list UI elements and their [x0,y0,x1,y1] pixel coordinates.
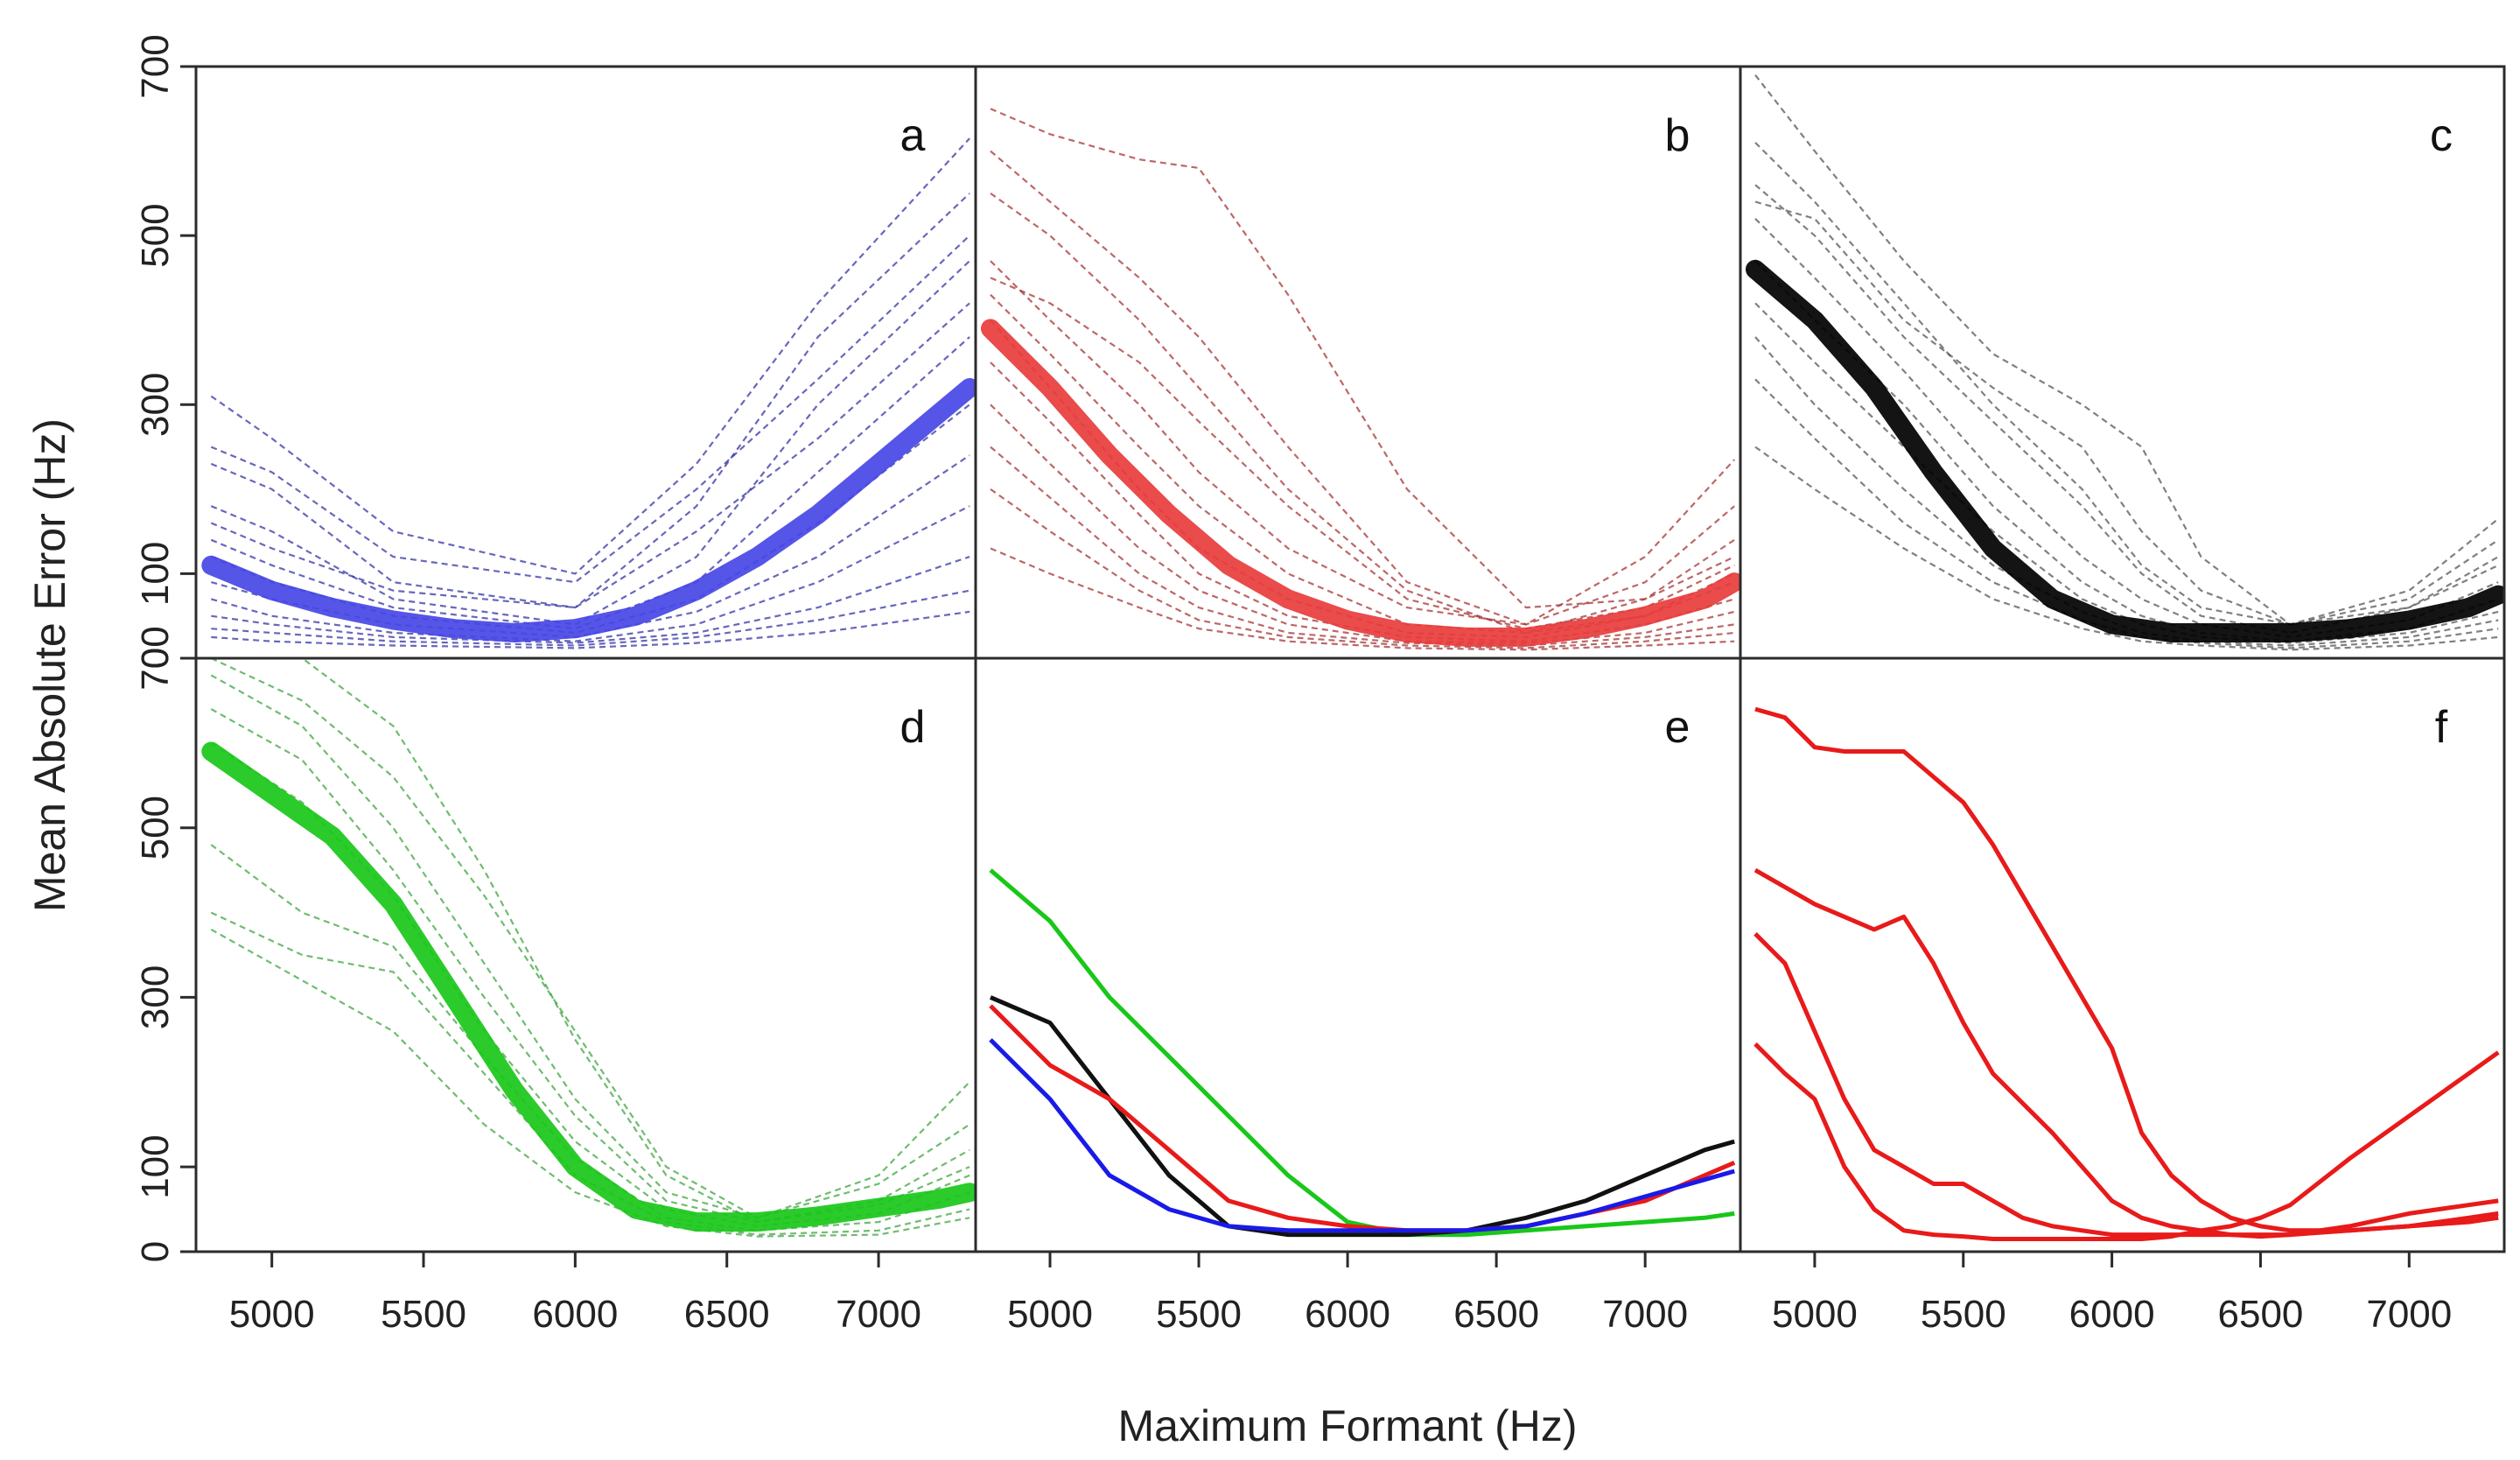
x-tick-label: 5000 [229,1293,315,1336]
panel-c-subject-line-6 [1754,302,2499,644]
x-tick-label: 5000 [1772,1293,1858,1336]
panel-c-subject-line-9 [1754,446,2499,651]
panel-a-subject-line-3 [210,260,970,626]
panel-f-line-4 [1754,1042,2500,1241]
y-tick-label: 0 [134,1241,177,1262]
y-tick-label: 500 [134,203,177,267]
x-tick-label: 6500 [684,1293,770,1336]
panel-e-line-3 [989,1004,1736,1233]
y-tick-label: 300 [134,965,177,1029]
panel-c-subject-line-10 [1754,200,2499,626]
panel-b-mean-line [981,319,1740,647]
panel-c-subject-line-4 [1754,218,2499,639]
panel-c-subject-line-5 [1754,260,2499,642]
panel-c-plot-area [1746,74,2504,651]
panel-d-mean-line [201,741,976,1232]
panel-d: d [201,658,976,1238]
x-tick-label: 7000 [2366,1293,2452,1336]
panel-e: e [989,702,1736,1238]
panel-f: f [1754,702,2500,1241]
panel-b-subject-line-3 [990,260,1736,626]
panel-d-plot-area [201,658,976,1238]
panel-b-subject-line-2 [990,150,1735,626]
x-tick-label: 7000 [1602,1293,1688,1336]
panel-b-subject-line-6 [990,361,1735,642]
y-tick-label: 0 [134,648,177,669]
panel-a-mean-line [201,378,976,642]
panel-f-line-2 [1754,867,2499,1239]
panel-a-letter: a [900,110,926,161]
panel-b-subject-line-8 [990,446,1735,647]
panel-f-line-1 [1754,706,2499,1233]
panel-d-subject-line-7 [210,928,970,1238]
panel-a-subject-line-4 [210,336,970,630]
panel-c-subject-line-3 [1754,184,2499,635]
panel-a: a [201,110,976,649]
panel-d-subject-line-5 [210,844,970,1232]
x-tick-label: 7000 [836,1293,921,1336]
panel-b-subject-line-12 [990,193,1735,635]
x-tick-label: 5500 [1921,1293,2006,1336]
axes-layer: 5000 5500 6000 6500 7000 5000 5500 6000 6500 7000… [134,34,2506,1336]
panel-d-letter: d [900,702,926,753]
x-tick-label: 6000 [2069,1293,2155,1336]
panel-c-subject-line-8 [1754,378,2499,649]
panel-e-letter: e [1665,702,1690,753]
panel-d-subject-line-1 [210,658,970,1219]
x-tick-label: 5500 [381,1293,466,1336]
panel-a-subject-line-10 [210,235,970,584]
panel-d-subject-line-8 [211,658,970,1224]
panel-a-subject-line-8 [211,556,970,644]
panels-layer: a b c d e f [201,74,2504,1241]
panel-e-line-2 [990,995,1735,1238]
panel-f-letter: f [2435,702,2448,753]
panel-b-subject-line-1 [990,108,1735,609]
x-tick-label: 6000 [532,1293,618,1336]
panel-f-line-3 [1754,932,2499,1238]
y-tick-label: 100 [134,1134,177,1198]
panel-b-subject-line-9 [990,488,1735,649]
panel-a-subject-line-1 [210,137,970,575]
panel-a-plot-area [201,137,976,649]
panel-a-subject-line-12 [210,302,970,609]
panel-c-subject-line-1 [1754,74,2499,626]
panel-b-plot-area [981,108,1740,651]
panel-b-letter: b [1665,110,1690,161]
panel-d-subject-line-2 [210,674,970,1219]
panel-a-subject-line-7 [211,505,970,642]
panel-d-subject-line-3 [210,708,970,1224]
x-tick-label: 5500 [1156,1293,1242,1336]
panel-b-subject-line-4 [990,293,1735,635]
y-tick-label: 700 [134,626,177,690]
y-tick-label: 700 [134,34,177,98]
y-tick-label: 500 [134,796,177,860]
panel-a-subject-line-2 [210,193,970,609]
panel-c-subject-line-2 [1754,142,2499,626]
x-tick-label: 6500 [1453,1293,1539,1336]
y-axis-title: Mean Absolute Error (Hz) [25,418,74,912]
panel-b-subject-line-11 [990,277,1735,630]
panel-e-plot-area [989,868,1736,1238]
panel-e-line-1 [989,868,1735,1238]
y-tick-label: 300 [134,373,177,437]
panel-f-plot-area [1754,706,2500,1241]
x-axis-title: Maximum Formant (Hz) [1117,1401,1577,1450]
panel-e-line-4 [989,1038,1735,1233]
x-tick-label: 5000 [1007,1293,1093,1336]
panel-b-subject-line-7 [990,404,1735,644]
y-tick-label: 100 [134,542,177,606]
panel-b: b [981,108,1740,651]
panel-c-letter: c [2430,110,2453,161]
panel-c: c [1746,74,2504,651]
panel-b-subject-line-10 [990,547,1735,651]
x-tick-label: 6000 [1305,1293,1390,1336]
panel-c-mean-line [1746,259,2504,642]
panel-d-subject-line-4 [210,741,970,1228]
x-tick-label: 6500 [2218,1293,2304,1336]
